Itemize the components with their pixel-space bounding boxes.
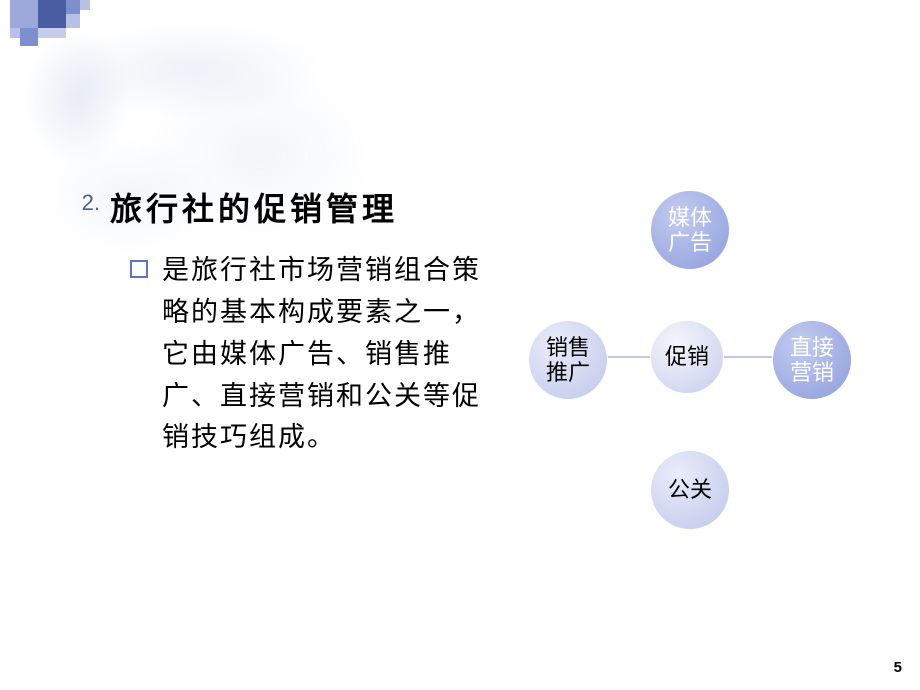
slide: 2. 旅行社的促销管理 是旅行社市场营销组合策略的基本构成要素之一，它由媒体广告… (0, 0, 920, 690)
diagram-node-left: 销售 推广 (528, 320, 608, 400)
mosaic-tile (38, 28, 66, 38)
promotion-diagram: 促销 媒体 广告销售 推广 直接 营销公关 (520, 150, 880, 550)
diagram-node-center: 促销 (650, 320, 724, 394)
page-number: 5 (894, 659, 902, 676)
mosaic-tile (10, 0, 38, 28)
mosaic-tile (10, 28, 20, 38)
slide-title: 旅行社的促销管理 (110, 184, 500, 230)
diagram-node-bottom: 公关 (650, 450, 730, 530)
mosaic-tile (38, 0, 66, 28)
diagram-node-right: 直接 营销 (772, 320, 852, 400)
bullet-square-icon (130, 260, 148, 278)
slide-body: 是旅行社市场营销组合策略的基本构成要素之一，它由媒体广告、销售推广、直接营销和公… (162, 250, 500, 459)
text-block: 2. 旅行社的促销管理 是旅行社市场营销组合策略的基本构成要素之一，它由媒体广告… (60, 184, 500, 459)
mosaic-tile (20, 28, 38, 46)
mosaic-tile (66, 14, 80, 28)
mosaic-tile (66, 0, 80, 14)
diagram-node-top: 媒体 广告 (650, 190, 730, 270)
mosaic-tile (80, 0, 90, 10)
list-number: 2. (60, 190, 106, 216)
